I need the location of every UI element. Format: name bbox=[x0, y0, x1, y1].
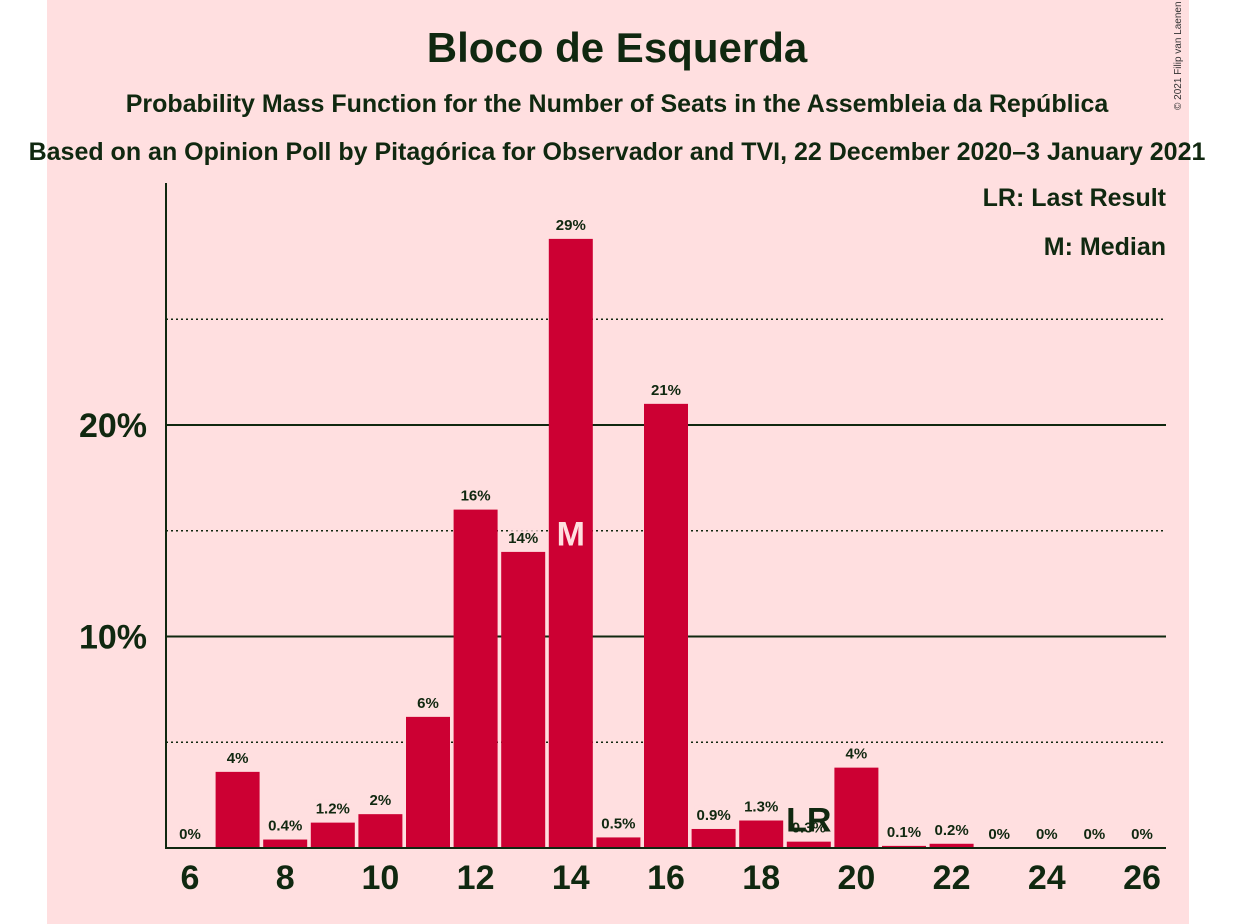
x-tick-label: 24 bbox=[1028, 859, 1066, 897]
bar-label-seat-10: 2% bbox=[370, 792, 392, 809]
x-tick-label: 22 bbox=[933, 859, 971, 897]
bar-label-seat-19: 0.3% bbox=[792, 820, 826, 837]
bar-label-backdrop bbox=[1036, 825, 1058, 842]
bar-label-seat-21: 0.1% bbox=[887, 824, 921, 841]
y-tick-label: 20% bbox=[79, 407, 147, 445]
bar-label-backdrop bbox=[179, 825, 201, 842]
y-tick-label: 10% bbox=[79, 619, 147, 657]
bar-label-backdrop bbox=[508, 528, 539, 546]
bar-label-seat-22: 0.2% bbox=[934, 822, 968, 839]
bar-seat-17 bbox=[691, 828, 736, 848]
bar-label-backdrop bbox=[651, 380, 681, 398]
x-tick-label: 26 bbox=[1123, 859, 1161, 897]
bar-label-seat-8: 0.4% bbox=[268, 818, 302, 835]
bar-seat-9 bbox=[310, 822, 355, 848]
bar-seat-7 bbox=[215, 771, 260, 848]
bar-seat-11 bbox=[406, 716, 450, 848]
bar-label-seat-24: 0% bbox=[1036, 826, 1058, 843]
bar-label-backdrop bbox=[884, 822, 924, 840]
bar-seat-18 bbox=[739, 820, 784, 848]
bar-value-labels: 0% 4% 0.4% 1.2% 2% 6% 16% 14% 29% 0.5% 21% 0.9% 1.3%… bbox=[179, 215, 1153, 843]
bar-label-backdrop bbox=[555, 215, 586, 233]
bar-label-seat-17: 0.9% bbox=[696, 807, 730, 824]
bar-seat-21 bbox=[882, 845, 926, 848]
bar-label-seat-16: 21% bbox=[651, 382, 681, 399]
bar-label-seat-12: 16% bbox=[461, 488, 491, 505]
x-tick-label: 8 bbox=[276, 859, 295, 897]
bar-seat-19 bbox=[786, 841, 831, 848]
bar-label-backdrop bbox=[1131, 825, 1153, 842]
chart-source-subtitle: Based on an Opinion Poll by Pitagórica f… bbox=[28, 138, 1206, 166]
bar-label-backdrop bbox=[417, 693, 439, 711]
x-tick-label: 16 bbox=[647, 859, 685, 897]
bar-label-seat-6: 0% bbox=[179, 826, 201, 843]
x-tick-label: 14 bbox=[552, 859, 590, 897]
bar-label-seat-9: 1.2% bbox=[316, 801, 350, 818]
x-tick-label: 18 bbox=[742, 859, 780, 897]
bar-label-backdrop bbox=[1083, 825, 1105, 842]
bar-label-backdrop bbox=[599, 814, 638, 832]
bar-label-backdrop bbox=[694, 805, 733, 823]
chart-subtitle: Probability Mass Function for the Number… bbox=[125, 90, 1109, 118]
bar-seat-22 bbox=[929, 843, 974, 848]
bar-label-seat-14: 29% bbox=[556, 217, 586, 234]
bar-seat-10 bbox=[358, 814, 403, 848]
bar-label-backdrop bbox=[460, 486, 491, 504]
markers: M LR bbox=[557, 515, 832, 839]
last-result-marker: LR bbox=[786, 802, 831, 840]
chart-title: Bloco de Esquerda bbox=[426, 24, 808, 71]
bar-label-backdrop bbox=[932, 820, 971, 838]
x-tick-label: 20 bbox=[837, 859, 875, 897]
bar-seat-16 bbox=[644, 403, 688, 848]
bar-label-seat-18: 1.3% bbox=[744, 799, 778, 816]
bar-seat-13 bbox=[501, 551, 546, 848]
bar-label-seat-20: 4% bbox=[846, 746, 868, 763]
x-tick-label: 12 bbox=[457, 859, 495, 897]
bar-label-backdrop bbox=[789, 818, 828, 836]
bar-label-seat-7: 4% bbox=[227, 750, 249, 767]
bars bbox=[215, 238, 974, 848]
bar-label-backdrop bbox=[742, 797, 781, 815]
bar-label-seat-13: 14% bbox=[508, 530, 538, 547]
bar-seat-8 bbox=[263, 839, 308, 848]
bar-seat-12 bbox=[453, 509, 498, 848]
x-tick-label: 6 bbox=[181, 859, 200, 897]
bar-label-seat-15: 0.5% bbox=[601, 815, 635, 832]
bar-label-backdrop bbox=[988, 825, 1010, 842]
bar-label-backdrop bbox=[845, 744, 867, 762]
bar-label-seat-23: 0% bbox=[988, 826, 1010, 843]
bar-label-seat-11: 6% bbox=[417, 695, 439, 712]
bar-label-seat-26: 0% bbox=[1131, 826, 1153, 843]
bar-label-seat-25: 0% bbox=[1084, 826, 1106, 843]
axes: 10% 20% 6 8 10 12 14 16 18 20 22 24 26 bbox=[79, 183, 1166, 897]
chart-background bbox=[47, 0, 1189, 924]
bar-label-backdrop bbox=[369, 791, 391, 809]
median-marker: M bbox=[557, 515, 585, 553]
legend-median: M: Median bbox=[1043, 233, 1166, 261]
legend-last-result: LR: Last Result bbox=[982, 184, 1166, 212]
bar-label-backdrop bbox=[227, 748, 249, 766]
bar-seat-14 bbox=[548, 238, 593, 848]
bar-seat-20 bbox=[834, 767, 879, 848]
x-tick-label: 10 bbox=[361, 859, 399, 897]
bar-label-backdrop bbox=[313, 799, 352, 817]
bar-label-backdrop bbox=[266, 816, 305, 834]
bar-seat-15 bbox=[596, 837, 641, 848]
